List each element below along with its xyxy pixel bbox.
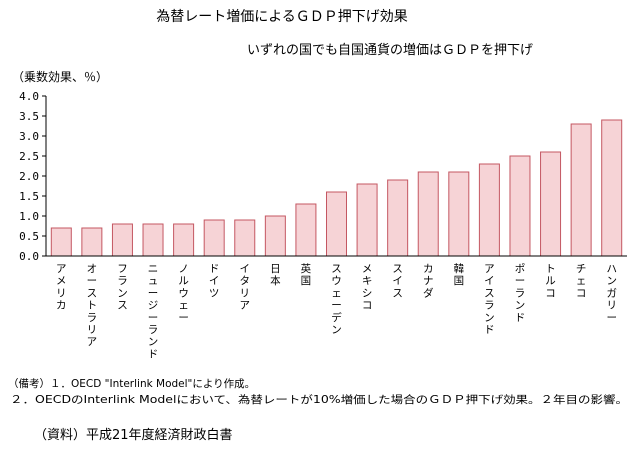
- note-line-2: ２．OECDのInterlink Modelにおいて、為替レートが10%増価した…: [10, 393, 628, 406]
- bar-2: [81, 227, 103, 257]
- bar-8: [264, 215, 286, 257]
- x-category-label: ニュージーランド: [148, 263, 159, 360]
- bar-9: [295, 203, 317, 257]
- bar-5: [173, 223, 195, 257]
- y-tick-label: 3.0: [19, 130, 39, 143]
- bar-14: [448, 171, 470, 257]
- x-category-label: 日本: [270, 263, 281, 287]
- bar-10: [326, 191, 347, 257]
- y-tick-label: 2.0: [19, 170, 39, 183]
- x-category-label: ノルウェー: [178, 263, 189, 324]
- note-line-1: （備考）１．OECD "Interlink Model"により作成。: [8, 377, 255, 390]
- x-category-label: オーストラリア: [87, 263, 98, 348]
- x-category-label: スイス: [392, 263, 403, 299]
- y-tick-label: 3.5: [19, 110, 39, 123]
- y-tick-label: 2.5: [19, 150, 39, 163]
- bar-12: [387, 179, 409, 257]
- bar-7: [234, 219, 256, 257]
- bar-17: [540, 151, 562, 257]
- source-note: （資料）平成21年度経済財政白書: [34, 427, 233, 443]
- bars: [50, 119, 623, 257]
- bar-6: [203, 219, 225, 257]
- x-axis: アメリカオーストラリアフランスニュージーランドノルウェードイツイタリア日本英国ス…: [46, 255, 627, 360]
- bar-19: [601, 119, 623, 257]
- x-category-label: アイスランド: [484, 263, 495, 336]
- bar-3: [111, 223, 133, 257]
- x-category-label: イタリア: [240, 263, 251, 312]
- bar-16: [509, 155, 531, 257]
- x-category-label: アメリカ: [56, 263, 67, 312]
- y-tick-label: 0.5: [19, 230, 39, 243]
- bar-15: [478, 163, 500, 257]
- x-category-label: 韓国: [454, 263, 465, 287]
- y-tick-label: 0.0: [19, 250, 39, 263]
- bar-4: [142, 223, 164, 257]
- x-category-label: ポーランド: [515, 263, 526, 324]
- chart-subtitle: いずれの国でも自国通貨の増価はＧＤＰを押下げ: [247, 42, 533, 58]
- x-category-label: 英国: [301, 262, 312, 287]
- y-tick-label: 4.0: [19, 90, 39, 103]
- bar-1: [50, 227, 72, 257]
- bar-18: [570, 123, 592, 257]
- x-category-label: チェコ: [576, 263, 587, 299]
- x-category-label: ハンガリー: [606, 263, 617, 324]
- y-tick-label: 1.5: [19, 190, 39, 203]
- x-category-label: メキシコ: [362, 263, 373, 312]
- x-category-label: スウェーデン: [331, 263, 342, 336]
- bar-11: [356, 183, 378, 257]
- x-category-label: トルコ: [545, 263, 556, 299]
- x-category-label: ドイツ: [209, 263, 220, 299]
- x-category-label: カナダ: [423, 263, 434, 299]
- y-axis: 4.0 3.5 3.0 2.5 2.0 1.5 1.0 0.5 0.0: [19, 90, 47, 263]
- chart-title: 為替レート増価によるＧＤＰ押下げ効果: [156, 9, 408, 25]
- bar-13: [417, 171, 439, 257]
- y-axis-label: （乗数効果、％）: [12, 69, 108, 84]
- y-tick-label: 1.0: [19, 210, 39, 223]
- x-category-label: フランス: [117, 263, 128, 312]
